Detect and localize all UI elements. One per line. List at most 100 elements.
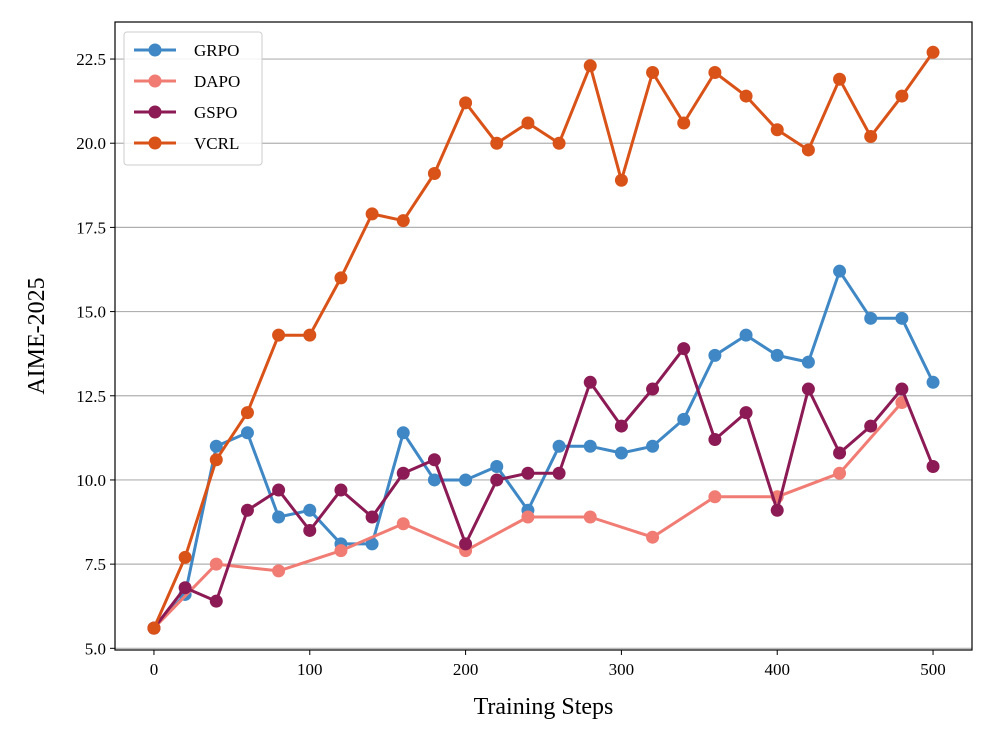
data-point bbox=[770, 348, 784, 362]
data-point bbox=[708, 490, 722, 504]
y-tick-label: 20.0 bbox=[76, 134, 106, 153]
data-point bbox=[864, 419, 878, 433]
data-point bbox=[552, 439, 566, 453]
data-point bbox=[677, 116, 691, 130]
data-point bbox=[926, 459, 940, 473]
data-point bbox=[646, 439, 660, 453]
legend-swatch-marker bbox=[148, 105, 162, 119]
y-tick-label: 10.0 bbox=[76, 471, 106, 490]
data-point bbox=[178, 581, 192, 595]
data-point bbox=[459, 537, 473, 551]
data-point bbox=[646, 382, 660, 396]
data-point bbox=[272, 510, 286, 524]
data-point bbox=[427, 473, 441, 487]
data-point bbox=[583, 375, 597, 389]
plot-frame bbox=[114, 21, 973, 651]
data-point bbox=[272, 328, 286, 342]
legend-item: DAPO bbox=[134, 72, 240, 91]
series-vcrl bbox=[147, 45, 940, 635]
x-axis-title: Training Steps bbox=[474, 694, 614, 720]
data-point bbox=[521, 466, 535, 480]
legend-box bbox=[123, 31, 263, 166]
data-point bbox=[895, 382, 909, 396]
data-point bbox=[396, 214, 410, 228]
data-point bbox=[334, 271, 348, 285]
data-point bbox=[864, 311, 878, 325]
data-point bbox=[801, 382, 815, 396]
data-point bbox=[147, 621, 161, 635]
data-point bbox=[178, 550, 192, 564]
data-point bbox=[770, 123, 784, 137]
data-point bbox=[303, 523, 317, 537]
data-point bbox=[708, 348, 722, 362]
data-point bbox=[552, 136, 566, 150]
data-point bbox=[864, 129, 878, 143]
x-tick-label: 200 bbox=[453, 660, 479, 679]
legend-item: GRPO bbox=[134, 41, 239, 60]
legend: GRPO DAPO GSPO VCRL bbox=[123, 31, 263, 166]
data-point bbox=[614, 173, 628, 187]
legend-swatch-marker bbox=[148, 136, 162, 150]
data-point bbox=[833, 72, 847, 86]
data-point bbox=[521, 116, 535, 130]
legend-swatch-marker bbox=[148, 43, 162, 57]
data-point bbox=[646, 530, 660, 544]
data-point bbox=[583, 510, 597, 524]
data-point bbox=[833, 466, 847, 480]
axis-ticks: 5.0 7.5 10.0 12.5 15.0 17.5 20.0 22.5 0 100 200 300… bbox=[76, 50, 946, 679]
data-point bbox=[926, 45, 940, 59]
y-axis-title: AIME-2025 bbox=[24, 277, 50, 394]
data-point bbox=[303, 328, 317, 342]
data-point bbox=[303, 503, 317, 517]
data-point bbox=[614, 446, 628, 460]
data-point bbox=[801, 355, 815, 369]
x-tick-label: 0 bbox=[150, 660, 159, 679]
y-tick-label: 5.0 bbox=[85, 639, 106, 658]
data-point bbox=[490, 473, 504, 487]
legend-item: VCRL bbox=[134, 134, 239, 153]
data-point bbox=[490, 459, 504, 473]
data-point bbox=[708, 433, 722, 447]
legend-item: GSPO bbox=[134, 103, 237, 122]
data-point bbox=[926, 375, 940, 389]
series-line bbox=[152, 347, 935, 630]
data-point bbox=[459, 473, 473, 487]
data-point bbox=[770, 503, 784, 517]
data-point bbox=[427, 167, 441, 181]
data-point bbox=[614, 419, 628, 433]
y-tick-label: 22.5 bbox=[76, 50, 106, 69]
legend-swatch-marker bbox=[148, 74, 162, 88]
y-tick-label: 17.5 bbox=[76, 218, 106, 237]
data-point bbox=[209, 439, 223, 453]
y-tick-label: 12.5 bbox=[76, 387, 106, 406]
data-point bbox=[583, 59, 597, 73]
x-tick-label: 500 bbox=[920, 660, 946, 679]
data-point bbox=[209, 594, 223, 608]
data-point bbox=[365, 510, 379, 524]
data-point bbox=[739, 406, 753, 420]
data-point bbox=[895, 89, 909, 103]
data-point bbox=[396, 426, 410, 440]
legend-label: GRPO bbox=[194, 41, 239, 60]
data-point bbox=[459, 96, 473, 110]
data-point bbox=[334, 483, 348, 497]
y-tick-label: 15.0 bbox=[76, 303, 106, 322]
data-point bbox=[677, 412, 691, 426]
x-tick-label: 300 bbox=[609, 660, 635, 679]
legend-label: VCRL bbox=[194, 134, 239, 153]
data-point bbox=[490, 136, 504, 150]
data-point bbox=[240, 503, 254, 517]
data-point bbox=[708, 66, 722, 80]
series-lines bbox=[147, 45, 940, 635]
data-point bbox=[739, 328, 753, 342]
data-point bbox=[583, 439, 597, 453]
data-point bbox=[272, 564, 286, 578]
data-point bbox=[272, 483, 286, 497]
data-point bbox=[209, 453, 223, 467]
data-point bbox=[739, 89, 753, 103]
legend-label: DAPO bbox=[194, 72, 240, 91]
data-point bbox=[833, 446, 847, 460]
data-point bbox=[396, 517, 410, 531]
series-gspo bbox=[147, 342, 940, 635]
